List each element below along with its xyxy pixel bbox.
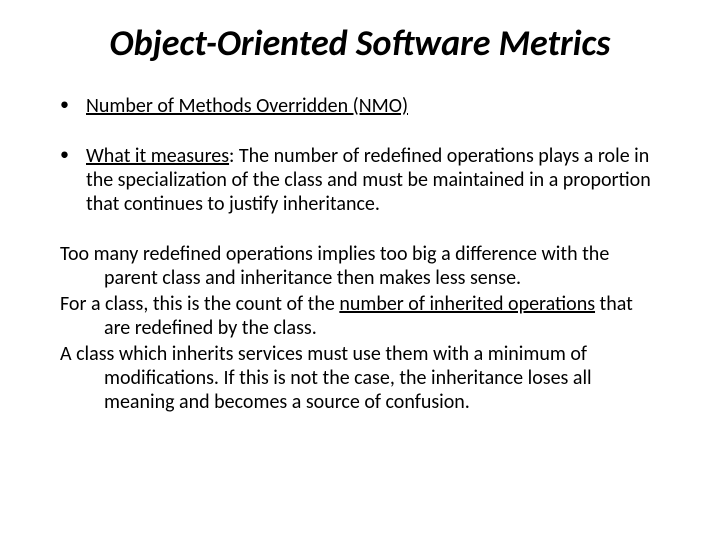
- body-text: Too many redefined operations implies to…: [60, 242, 660, 414]
- paragraph-too-many: Too many redefined operations implies to…: [60, 242, 660, 290]
- para2-underlined: number of inherited operations: [339, 292, 595, 316]
- bullet-list: Number of Methods Overridden (NMO) What …: [60, 94, 680, 216]
- bullet-nmo-text: Number of Methods Overridden (NMO): [86, 94, 408, 118]
- para2-prefix: For a class, this is the count of the: [60, 292, 339, 316]
- paragraph-for-a-class: For a class, this is the count of the nu…: [60, 292, 660, 340]
- slide-title: Object-Oriented Software Metrics: [40, 24, 680, 64]
- bullet-measures-label: What it measures: [86, 144, 229, 168]
- bullet-item-nmo: Number of Methods Overridden (NMO): [60, 94, 680, 118]
- slide: Object-Oriented Software Metrics Number …: [0, 0, 720, 540]
- bullet-item-measures: What it measures: The number of redefine…: [60, 144, 680, 216]
- paragraph-inherits: A class which inherits services must use…: [60, 342, 660, 414]
